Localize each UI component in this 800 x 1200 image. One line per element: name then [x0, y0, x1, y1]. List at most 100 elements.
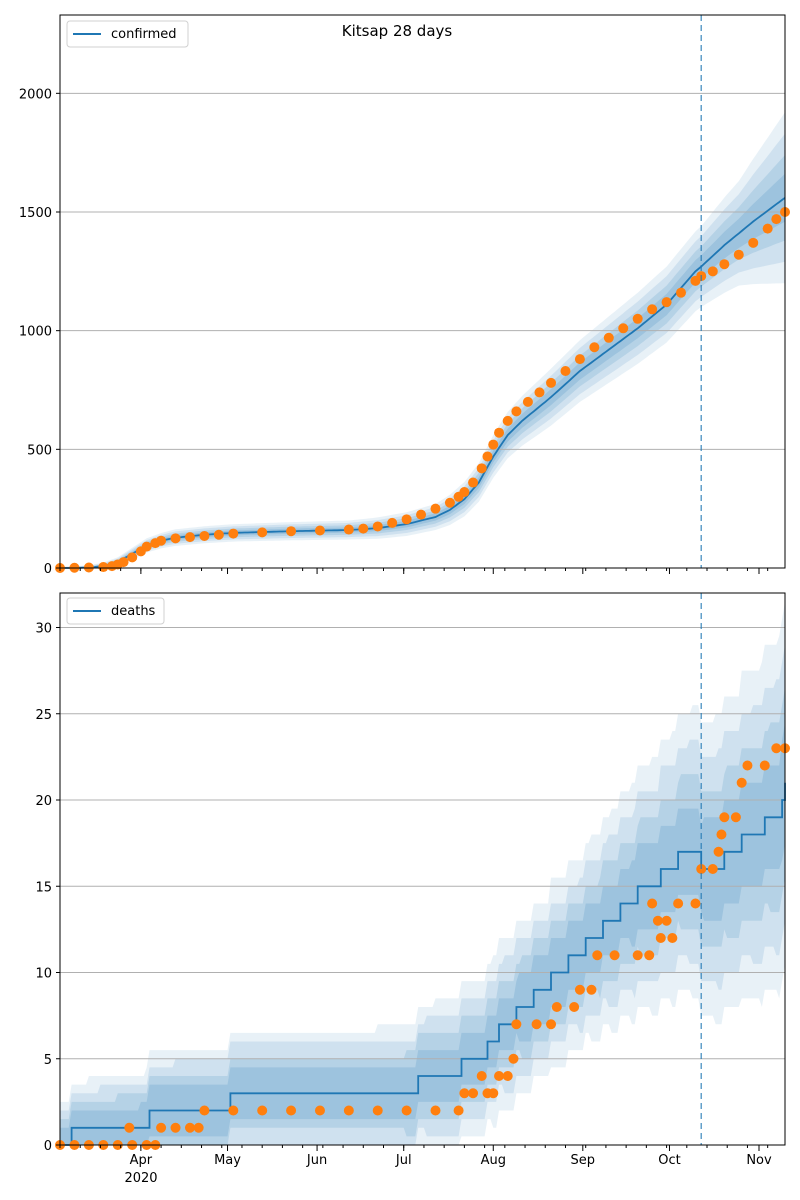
data-point: [468, 477, 479, 488]
prediction-band: [60, 133, 785, 568]
deaths-legend: deaths: [66, 597, 165, 625]
y-tick-label: 20: [35, 794, 52, 809]
legend-label-confirmed: confirmed: [111, 27, 177, 42]
data-point: [494, 427, 505, 438]
data-point: [546, 377, 557, 388]
data-point: [193, 1122, 204, 1133]
data-point: [401, 1105, 412, 1116]
confirmed-legend: confirmed: [66, 20, 189, 48]
confirmed-x-ticks: [59, 568, 769, 574]
data-point: [228, 528, 239, 539]
y-tick-label: 0: [44, 1139, 52, 1154]
data-point: [647, 304, 658, 315]
data-point: [574, 984, 585, 995]
data-point: [156, 1122, 167, 1133]
data-point: [170, 533, 181, 544]
deaths-observed-points: [55, 743, 790, 1150]
data-point: [647, 898, 658, 909]
x-tick-label: Jul: [395, 1153, 412, 1168]
x-tick-label: Sep: [571, 1153, 596, 1168]
data-point: [719, 259, 730, 270]
prediction-band: [60, 112, 785, 569]
data-point: [494, 1071, 505, 1081]
data-point: [476, 1071, 487, 1081]
data-point: [730, 812, 741, 823]
data-point: [488, 439, 499, 450]
data-point: [534, 387, 545, 398]
data-point: [98, 562, 109, 573]
y-tick-label: 500: [27, 443, 52, 458]
data-point: [690, 898, 701, 909]
data-point: [667, 933, 678, 943]
x-tick-label: Jun: [306, 1153, 327, 1168]
data-point: [589, 342, 600, 353]
data-point: [170, 1122, 181, 1133]
data-point: [748, 237, 759, 248]
data-point: [673, 898, 684, 909]
y-tick-label: 25: [35, 708, 52, 723]
data-point: [444, 497, 455, 508]
deaths-grid: [60, 627, 785, 1060]
data-point: [586, 984, 597, 995]
data-point: [661, 297, 672, 308]
data-point: [372, 1105, 383, 1116]
chart-title: Kitsap 28 days: [342, 22, 453, 40]
deaths-y-ticks: 0 5 10 15 20 25 30: [35, 622, 60, 1154]
data-point: [652, 915, 663, 926]
confirmed-y-ticks: 0 500 1000 1500 2000: [19, 87, 60, 577]
prediction-band: [60, 722, 785, 1145]
data-point: [733, 249, 744, 260]
confirmed-prediction-bands: [60, 112, 785, 569]
data-point: [199, 530, 210, 541]
data-point: [511, 1019, 522, 1030]
data-point: [560, 366, 571, 377]
data-point: [569, 1002, 580, 1012]
data-point: [488, 1088, 499, 1099]
confirmed-panel: 0 500 1000 1500 2000 Kitsap 28 days confirme…: [19, 14, 790, 577]
data-point: [476, 463, 487, 474]
data-point: [644, 950, 655, 961]
confirmed-axes-frame: [59, 14, 786, 569]
y-tick-label: 1000: [19, 325, 52, 340]
data-point: [453, 1105, 464, 1116]
data-point: [762, 223, 773, 234]
y-tick-label: 30: [35, 622, 52, 637]
data-point: [286, 526, 297, 537]
data-point: [257, 1105, 268, 1116]
x-tick-label: May: [214, 1153, 241, 1168]
data-point: [707, 266, 718, 277]
data-point: [416, 509, 427, 520]
data-point: [401, 514, 412, 525]
data-point: [430, 1105, 441, 1116]
y-tick-label: 10: [35, 967, 52, 982]
confirmed-grid: [60, 92, 785, 450]
y-tick-label: 5: [44, 1053, 52, 1068]
data-point: [603, 332, 614, 343]
data-point: [459, 487, 470, 498]
data-point: [771, 743, 782, 754]
data-point: [716, 829, 727, 840]
prediction-band: [60, 644, 785, 1145]
x-tick-label: Apr: [130, 1153, 153, 1168]
y-tick-label: 0: [44, 562, 52, 577]
y-tick-label: 2000: [19, 87, 52, 102]
prediction-band: [60, 687, 785, 1145]
data-point: [127, 552, 138, 563]
data-point: [531, 1019, 542, 1030]
data-point: [358, 523, 369, 534]
data-point: [771, 214, 782, 225]
data-point: [314, 1105, 325, 1116]
data-point: [343, 524, 354, 535]
data-point: [759, 760, 770, 771]
data-point: [609, 950, 620, 961]
data-point: [184, 532, 195, 543]
data-point: [676, 287, 687, 298]
data-point: [184, 1122, 195, 1133]
data-point: [430, 503, 441, 514]
data-point: [141, 541, 152, 552]
data-point: [372, 521, 383, 532]
deaths-model-line: [60, 782, 786, 1146]
x-tick-label: Aug: [481, 1153, 506, 1168]
data-point: [522, 396, 533, 407]
data-point: [314, 525, 325, 536]
